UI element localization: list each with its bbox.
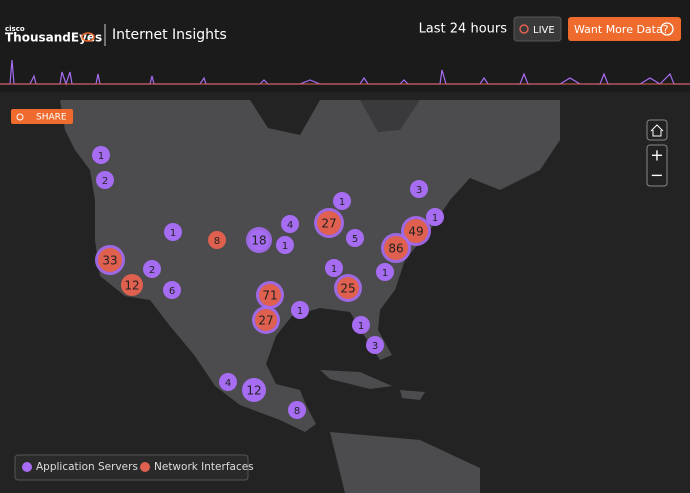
cluster[interactable] xyxy=(384,236,408,260)
legend-swatch xyxy=(140,462,150,472)
share-label: SHARE xyxy=(36,113,67,123)
zoom-control xyxy=(646,144,668,187)
page-title: Internet Insights xyxy=(112,27,227,43)
cluster[interactable] xyxy=(98,248,122,272)
share-icon xyxy=(16,113,24,121)
home-icon xyxy=(650,124,664,137)
cluster[interactable] xyxy=(255,309,277,331)
cluster-count: 5 xyxy=(352,234,358,245)
live-icon xyxy=(519,24,529,34)
eye-icon xyxy=(81,32,95,42)
zoom-out[interactable]: − xyxy=(650,166,663,185)
cluster-count: 4 xyxy=(287,220,293,231)
cluster-count: 25 xyxy=(340,282,355,296)
cluster-count: 8 xyxy=(294,406,300,417)
cluster[interactable] xyxy=(337,277,359,299)
cluster[interactable] xyxy=(121,274,143,296)
cluster[interactable] xyxy=(163,281,181,299)
cluster-count: 1 xyxy=(382,268,388,279)
cluster-count: 1 xyxy=(170,228,176,239)
cluster[interactable] xyxy=(164,223,182,241)
cluster[interactable] xyxy=(96,171,114,189)
cluster-count: 3 xyxy=(416,185,422,196)
cluster-count: 1 xyxy=(432,213,438,224)
cluster[interactable] xyxy=(346,229,364,247)
cluster[interactable] xyxy=(259,284,281,306)
brand: ThousandEyes xyxy=(5,31,102,45)
share-button[interactable] xyxy=(11,109,73,124)
cluster[interactable] xyxy=(219,373,237,391)
cluster-count: 2 xyxy=(149,265,155,276)
cluster-count: 49 xyxy=(408,225,423,239)
cluster-count: 1 xyxy=(339,197,345,208)
cluster-count: 4 xyxy=(225,378,231,389)
legend-label: Network Interfaces xyxy=(154,461,254,473)
cluster[interactable] xyxy=(366,336,384,354)
map-land xyxy=(60,100,560,493)
cluster-count: 71 xyxy=(262,289,277,303)
cta-button[interactable] xyxy=(568,17,681,41)
cluster[interactable] xyxy=(288,401,306,419)
cluster[interactable] xyxy=(92,146,110,164)
cluster-count: 1 xyxy=(98,151,104,162)
cluster-count: 1 xyxy=(297,306,303,317)
home-button[interactable] xyxy=(646,119,668,141)
live-label: LIVE xyxy=(533,25,555,36)
cluster[interactable] xyxy=(404,219,428,243)
time-range: Last 24 hours xyxy=(419,22,508,37)
cluster-count: 27 xyxy=(258,314,273,328)
cluster-count: 86 xyxy=(388,242,403,256)
cluster[interactable] xyxy=(143,260,161,278)
zoom-in[interactable]: + xyxy=(650,146,663,165)
cluster-count: 6 xyxy=(169,286,175,297)
cluster-count: 1 xyxy=(358,321,364,332)
cluster[interactable] xyxy=(333,192,351,210)
cluster-count: 33 xyxy=(102,254,117,268)
cluster-count: 12 xyxy=(124,279,139,293)
cluster[interactable] xyxy=(376,263,394,281)
cluster[interactable] xyxy=(208,231,226,249)
cluster-count: 8 xyxy=(214,236,220,247)
cluster[interactable] xyxy=(325,259,343,277)
cluster[interactable] xyxy=(291,301,309,319)
cluster-count: 1 xyxy=(282,241,288,252)
cluster[interactable] xyxy=(276,236,294,254)
clock-icon xyxy=(660,22,674,36)
cluster[interactable] xyxy=(249,230,269,250)
cta-label: Want More Data? xyxy=(574,23,669,36)
legend xyxy=(14,454,249,481)
cluster[interactable] xyxy=(352,316,370,334)
legend-label: Application Servers xyxy=(36,461,138,473)
header-bar xyxy=(0,0,690,92)
cluster-count: 2 xyxy=(102,176,108,187)
cluster-count: 1 xyxy=(331,264,337,275)
live-button[interactable] xyxy=(513,16,562,42)
cluster-count: 3 xyxy=(372,341,378,352)
cluster-count: 12 xyxy=(246,384,261,398)
cluster[interactable] xyxy=(317,211,341,235)
cluster-count: 27 xyxy=(321,217,336,231)
cluster-count: 18 xyxy=(251,234,266,248)
cluster[interactable] xyxy=(410,180,428,198)
cluster[interactable] xyxy=(426,208,444,226)
legend-swatch xyxy=(22,462,32,472)
cluster[interactable] xyxy=(242,378,266,402)
brand-small: cisco xyxy=(5,25,25,33)
cluster[interactable] xyxy=(281,215,299,233)
